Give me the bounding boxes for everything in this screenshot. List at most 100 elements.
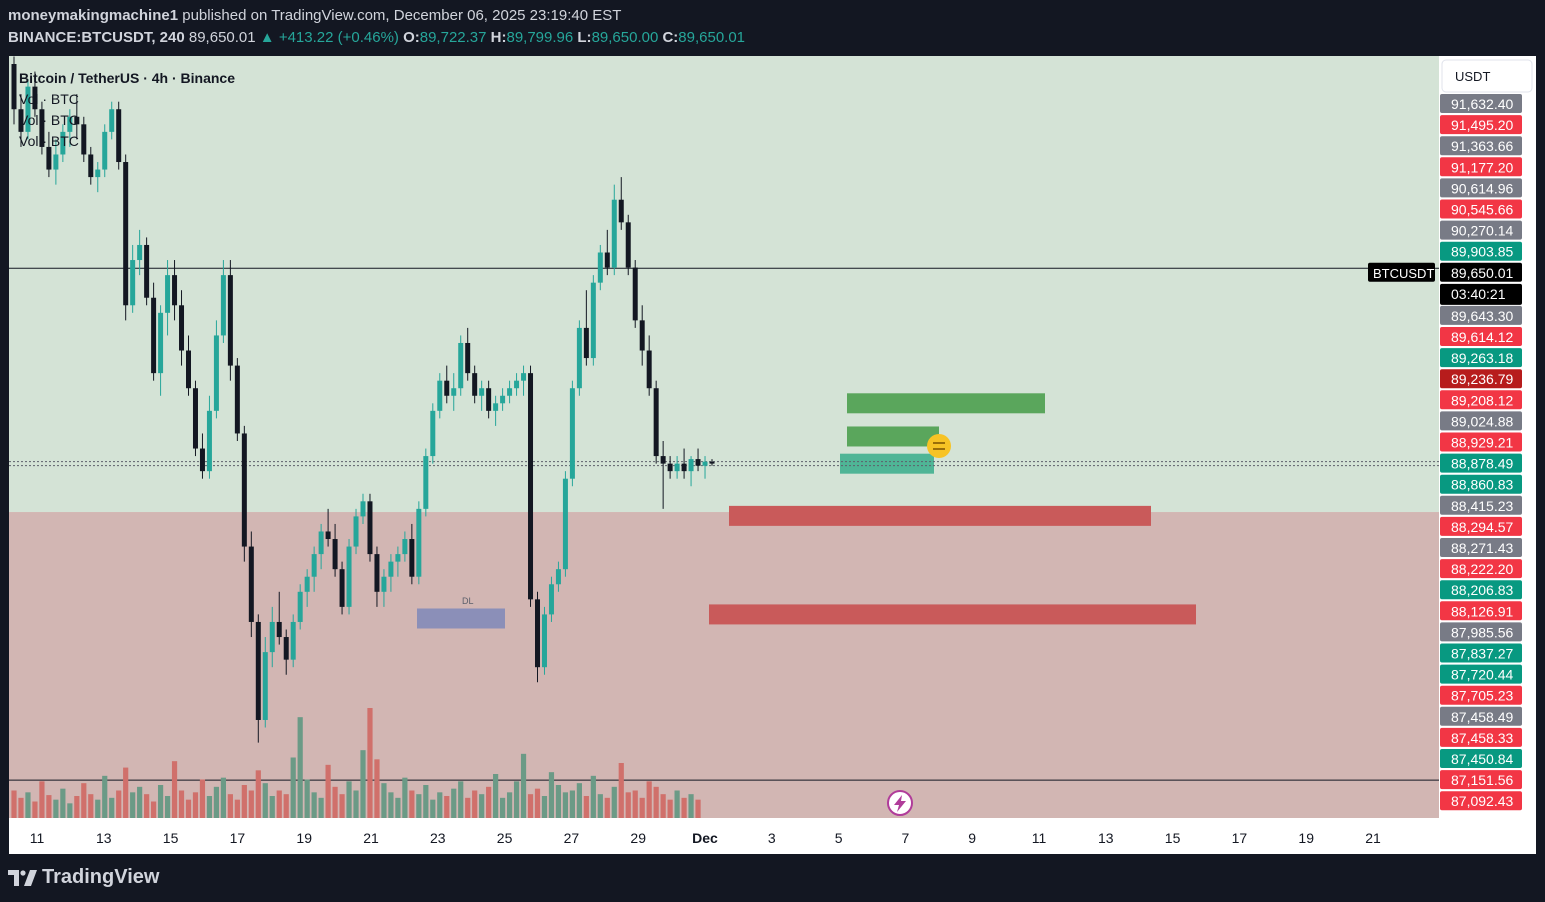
- candle[interactable]: [311, 554, 317, 577]
- price-label-badge[interactable]: [1440, 601, 1522, 621]
- candle[interactable]: [367, 501, 373, 555]
- candle[interactable]: [81, 124, 87, 155]
- candle[interactable]: [53, 154, 59, 170]
- legend-volume[interactable]: Vol · BTC: [19, 112, 79, 128]
- candle[interactable]: [535, 599, 540, 668]
- candle[interactable]: [576, 327, 582, 389]
- candle[interactable]: [395, 554, 401, 562]
- candle[interactable]: [562, 478, 568, 570]
- candle[interactable]: [339, 569, 345, 607]
- candle[interactable]: [60, 131, 66, 155]
- price-label-badge[interactable]: [1440, 411, 1522, 431]
- candle[interactable]: [416, 508, 422, 577]
- price-label-badge[interactable]: [1440, 136, 1522, 156]
- candle[interactable]: [360, 501, 366, 517]
- candle[interactable]: [255, 621, 261, 720]
- candle[interactable]: [479, 388, 485, 396]
- candle[interactable]: [325, 531, 331, 540]
- price-label-badge[interactable]: [1440, 327, 1522, 346]
- candle[interactable]: [67, 116, 73, 132]
- candle[interactable]: [521, 373, 527, 381]
- candle[interactable]: [318, 531, 324, 555]
- candle[interactable]: [269, 621, 275, 653]
- price-label-badge[interactable]: [1440, 559, 1522, 579]
- candle[interactable]: [541, 614, 547, 668]
- candle[interactable]: [514, 380, 520, 389]
- price-label-badge[interactable]: [1440, 241, 1522, 261]
- price-label-badge[interactable]: [1440, 432, 1522, 452]
- candle[interactable]: [220, 275, 226, 336]
- candle[interactable]: [674, 463, 680, 472]
- candle[interactable]: [290, 621, 296, 660]
- candle[interactable]: [688, 459, 694, 472]
- candle[interactable]: [151, 297, 157, 374]
- candle[interactable]: [116, 109, 122, 163]
- candle[interactable]: [458, 342, 464, 389]
- candle[interactable]: [165, 275, 171, 313]
- legend-title[interactable]: Bitcoin / TetherUS · 4h · Binance: [19, 70, 235, 86]
- price-label-badge[interactable]: [1440, 262, 1522, 282]
- candle[interactable]: [681, 463, 687, 472]
- candle[interactable]: [493, 403, 499, 411]
- candle[interactable]: [234, 365, 240, 434]
- price-label-badge[interactable]: [1440, 199, 1522, 219]
- candle[interactable]: [437, 380, 443, 411]
- candle[interactable]: [88, 154, 94, 178]
- candle[interactable]: [304, 576, 310, 592]
- candle[interactable]: [423, 456, 429, 509]
- candle[interactable]: [555, 569, 561, 585]
- emoji-marker-icon[interactable]: [927, 434, 951, 458]
- candle[interactable]: [137, 244, 143, 261]
- candle[interactable]: [199, 448, 205, 472]
- chart-frame[interactable]: DL USDT 91,632.40 91,495.20 91,363.66 91,177.…: [9, 56, 1536, 854]
- candle[interactable]: [241, 433, 247, 547]
- price-label-badge[interactable]: [1440, 727, 1522, 747]
- candle[interactable]: [667, 463, 673, 472]
- candle[interactable]: [144, 244, 150, 298]
- time-axis[interactable]: [9, 818, 1439, 854]
- candle[interactable]: [46, 146, 52, 170]
- price-label-badge[interactable]: [1440, 622, 1522, 642]
- candle[interactable]: [660, 456, 666, 464]
- author-name[interactable]: moneymakingmachine1: [8, 7, 179, 24]
- legend-volume[interactable]: Vol · BTC: [19, 91, 79, 107]
- candle[interactable]: [388, 561, 394, 577]
- candle[interactable]: [444, 380, 450, 396]
- candle[interactable]: [486, 388, 492, 411]
- candle[interactable]: [597, 252, 603, 283]
- candle[interactable]: [172, 275, 178, 306]
- candle[interactable]: [192, 388, 198, 449]
- candle[interactable]: [709, 461, 715, 464]
- candle[interactable]: [158, 312, 164, 374]
- candle[interactable]: [402, 539, 408, 555]
- price-label-badge[interactable]: [1440, 369, 1522, 389]
- candle[interactable]: [11, 64, 17, 110]
- price-label-badge[interactable]: [1440, 706, 1522, 726]
- candle[interactable]: [179, 305, 185, 351]
- candle[interactable]: [604, 252, 610, 268]
- candle[interactable]: [618, 199, 624, 223]
- price-label-badge[interactable]: [1440, 305, 1522, 325]
- candle[interactable]: [25, 86, 31, 132]
- candle[interactable]: [472, 373, 478, 396]
- candle[interactable]: [653, 388, 659, 457]
- price-label-badge[interactable]: [1440, 495, 1522, 515]
- candle[interactable]: [18, 109, 24, 132]
- candle[interactable]: [569, 388, 575, 479]
- candle[interactable]: [632, 267, 638, 321]
- symbol-name[interactable]: BINANCE:BTCUSDT, 240: [8, 29, 185, 46]
- price-label-badge[interactable]: [1440, 178, 1522, 198]
- candle[interactable]: [590, 282, 596, 359]
- candle[interactable]: [95, 169, 101, 178]
- legend-volume[interactable]: Vol · BTC: [19, 133, 79, 149]
- candle[interactable]: [227, 275, 233, 366]
- price-label-badge[interactable]: [1440, 474, 1522, 494]
- candle[interactable]: [451, 388, 457, 396]
- symbol-tag[interactable]: [1368, 262, 1435, 282]
- candle[interactable]: [109, 109, 115, 132]
- price-label-badge[interactable]: [1440, 348, 1522, 368]
- candle[interactable]: [507, 388, 513, 396]
- price-label-badge[interactable]: [1440, 685, 1522, 705]
- candle[interactable]: [409, 539, 415, 577]
- candle[interactable]: [639, 320, 645, 351]
